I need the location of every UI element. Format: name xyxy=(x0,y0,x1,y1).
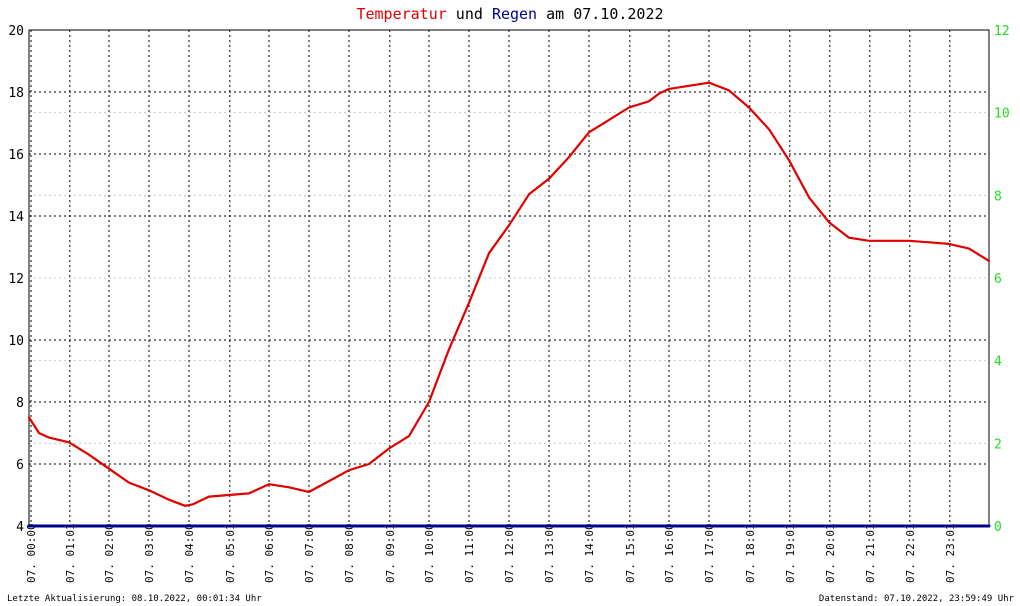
title-rain: Regen xyxy=(492,5,537,23)
series xyxy=(27,81,991,528)
y-left-tick-label: 10 xyxy=(8,334,24,349)
title-date: am 07.10.2022 xyxy=(537,5,663,23)
y-right-tick-label: 2 xyxy=(994,437,1002,452)
x-tick-label: 07. 15:01 xyxy=(624,523,637,583)
x-tick-label: 07. 20:01 xyxy=(824,523,837,583)
x-tick-label: 07. 12:00 xyxy=(503,523,516,583)
y-right-tick-label: 0 xyxy=(994,520,1002,535)
y-left-tick-label: 4 xyxy=(16,520,24,535)
title-und: und xyxy=(447,5,492,23)
footer-last-update: Letzte Aktualisierung: 08.10.2022, 00:01… xyxy=(7,594,262,604)
x-tick-label: 07. 01:01 xyxy=(64,523,77,583)
x-tick-label: 07. 23:01 xyxy=(944,523,957,583)
temperature-series-line xyxy=(27,81,991,507)
x-tick-label: 07. 19:01 xyxy=(784,523,797,583)
y-left-tick-label: 20 xyxy=(8,24,24,39)
title-temperature: Temperatur xyxy=(356,5,446,23)
x-tick-label: 07. 03:00 xyxy=(143,523,156,583)
x-axis-ticks: 07. 00:00 07. 01:01 07. 02:00 07. 03:00 07. … xyxy=(25,523,957,583)
x-tick-label: 07. 21:01 xyxy=(864,523,877,583)
x-tick-label: 07. 10:00 xyxy=(423,523,436,583)
y-left-tick-label: 14 xyxy=(8,210,24,225)
y-right-tick-label: 6 xyxy=(994,272,1002,287)
y-right-tick-label: 12 xyxy=(994,24,1010,39)
grid xyxy=(29,30,989,526)
y-left-tick-label: 8 xyxy=(16,396,24,411)
x-tick-label: 07. 16:00 xyxy=(663,523,676,583)
y-left-tick-label: 12 xyxy=(8,272,24,287)
x-tick-label: 07. 06:00 xyxy=(263,523,276,583)
y-left-tick-label: 18 xyxy=(8,86,24,101)
y-right-tick-label: 8 xyxy=(994,189,1002,204)
footer-data-status: Datenstand: 07.10.2022, 23:59:49 Uhr xyxy=(819,594,1015,604)
x-tick-label: 07. 07:00 xyxy=(303,523,316,583)
x-tick-label: 07. 14:00 xyxy=(583,523,596,583)
x-tick-label: 07. 13:00 xyxy=(543,523,556,583)
y-axis-left-ticks: 4 6 8 10 12 14 16 18 20 xyxy=(8,24,24,535)
y-axis-right-ticks: 0 2 4 6 8 10 12 xyxy=(994,24,1010,535)
y-right-tick-label: 4 xyxy=(994,355,1002,370)
x-tick-label: 07. 11:00 xyxy=(463,523,476,583)
x-tick-label: 07. 04:00 xyxy=(183,523,196,583)
x-tick-label: 07. 02:00 xyxy=(103,523,116,583)
x-tick-label: 07. 09:01 xyxy=(384,523,397,583)
chart-title: Temperatur und Regen am 07.10.2022 xyxy=(356,5,663,23)
x-tick-label: 07. 05:01 xyxy=(224,523,237,583)
y-left-tick-label: 16 xyxy=(8,148,24,163)
y-right-tick-label: 10 xyxy=(994,107,1010,122)
x-tick-label: 07. 22:01 xyxy=(904,523,917,583)
x-tick-label: 07. 08:00 xyxy=(343,523,356,583)
x-tick-label: 07. 17:00 xyxy=(703,523,716,583)
y-left-tick-label: 6 xyxy=(16,458,24,473)
x-tick-label: 07. 00:00 xyxy=(25,523,38,583)
x-tick-label: 07. 18:01 xyxy=(744,523,757,583)
